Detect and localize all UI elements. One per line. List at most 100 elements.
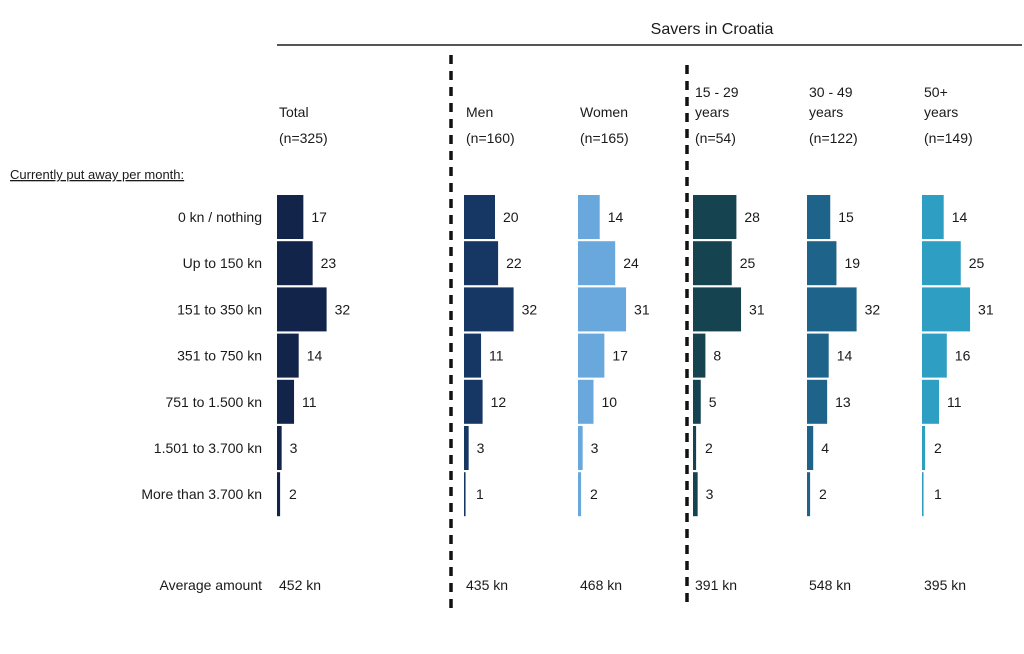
data-label: 31	[978, 301, 994, 317]
data-label: 2	[934, 440, 942, 456]
data-label: 2	[289, 486, 297, 502]
column-header: Total	[279, 104, 309, 120]
data-label: 11	[302, 394, 317, 410]
bar	[464, 333, 482, 378]
bar	[922, 241, 961, 286]
data-label: 16	[955, 348, 971, 364]
data-label: 31	[749, 301, 765, 317]
data-label: 19	[844, 255, 860, 271]
data-label: 14	[608, 209, 624, 225]
category-label: 0 kn / nothing	[178, 209, 262, 225]
data-label: 32	[522, 301, 538, 317]
bar	[464, 379, 483, 424]
bar	[807, 241, 837, 286]
bar	[464, 472, 466, 517]
bar	[578, 426, 583, 470]
data-label: 13	[835, 394, 851, 410]
data-label: 2	[705, 440, 713, 456]
bar	[922, 379, 940, 424]
bar	[693, 241, 732, 286]
bar	[578, 472, 582, 517]
data-label: 28	[744, 209, 760, 225]
column-sample-size: (n=149)	[924, 130, 973, 146]
data-label: 14	[952, 209, 968, 225]
data-label: 32	[865, 301, 881, 317]
category-label: Up to 150 kn	[183, 255, 262, 271]
plot-area: 0 kn / nothing Up to 150 kn 151 to 350 kn 3…	[141, 84, 993, 593]
bar	[807, 195, 831, 239]
bar	[277, 379, 295, 424]
bar	[464, 241, 499, 286]
data-label: 24	[623, 255, 639, 271]
bar	[277, 472, 281, 517]
bar	[693, 472, 698, 517]
bar	[807, 287, 857, 332]
bar	[277, 333, 299, 378]
bar	[277, 287, 327, 332]
column-sample-size: (n=160)	[466, 130, 515, 146]
average-value: 395 kn	[924, 577, 966, 593]
column-header: Women	[580, 104, 628, 120]
data-label: 8	[713, 348, 721, 364]
bar	[693, 287, 742, 332]
average-amount-label: Average amount	[160, 577, 263, 593]
bar	[464, 195, 495, 239]
average-value: 391 kn	[695, 577, 737, 593]
bar	[578, 195, 600, 239]
data-label: 17	[311, 209, 327, 225]
column-header: Men	[466, 104, 493, 120]
data-label: 23	[321, 255, 337, 271]
average-value: 468 kn	[580, 577, 622, 593]
data-label: 1	[476, 486, 484, 502]
data-label: 3	[477, 440, 485, 456]
bar	[277, 241, 313, 286]
data-label: 31	[634, 301, 650, 317]
column-header: 50+	[924, 84, 948, 100]
data-label: 11	[947, 394, 962, 410]
bar	[578, 333, 605, 378]
bar	[693, 379, 701, 424]
category-label: 151 to 350 kn	[177, 301, 262, 317]
average-value: 435 kn	[466, 577, 508, 593]
bar	[277, 195, 304, 239]
column-sample-size: (n=54)	[695, 130, 736, 146]
chart-title: Savers in Croatia	[651, 21, 774, 38]
bar	[693, 195, 737, 239]
data-label: 20	[503, 209, 519, 225]
category-label: 351 to 750 kn	[177, 348, 262, 364]
bar	[922, 426, 926, 470]
data-label: 15	[838, 209, 854, 225]
data-label: 3	[290, 440, 298, 456]
data-label: 22	[506, 255, 522, 271]
bar	[578, 241, 616, 286]
data-label: 5	[709, 394, 717, 410]
bar	[807, 426, 814, 470]
bar	[277, 426, 282, 470]
column-sample-size: (n=165)	[580, 130, 629, 146]
data-label: 2	[590, 486, 598, 502]
data-label: 4	[821, 440, 829, 456]
data-label: 25	[740, 255, 756, 271]
data-label: 1	[934, 486, 942, 502]
column-header: 30 - 49	[809, 84, 853, 100]
data-label: 14	[307, 348, 323, 364]
column-header: years	[924, 104, 958, 120]
column-sample-size: (n=122)	[809, 130, 858, 146]
bar	[578, 379, 594, 424]
bar	[693, 426, 697, 470]
data-label: 3	[706, 486, 714, 502]
average-value: 548 kn	[809, 577, 851, 593]
column-header: 15 - 29	[695, 84, 739, 100]
bar	[922, 333, 947, 378]
bar	[693, 333, 706, 378]
bar	[464, 426, 469, 470]
data-label: 2	[819, 486, 827, 502]
column-header: years	[695, 104, 729, 120]
category-label: 1.501 to 3.700 kn	[154, 440, 262, 456]
data-label: 25	[969, 255, 985, 271]
bar	[464, 287, 514, 332]
category-label: 751 to 1.500 kn	[165, 394, 262, 410]
row-header-label: Currently put away per month:	[10, 167, 184, 182]
category-label: More than 3.700 kn	[141, 486, 262, 502]
